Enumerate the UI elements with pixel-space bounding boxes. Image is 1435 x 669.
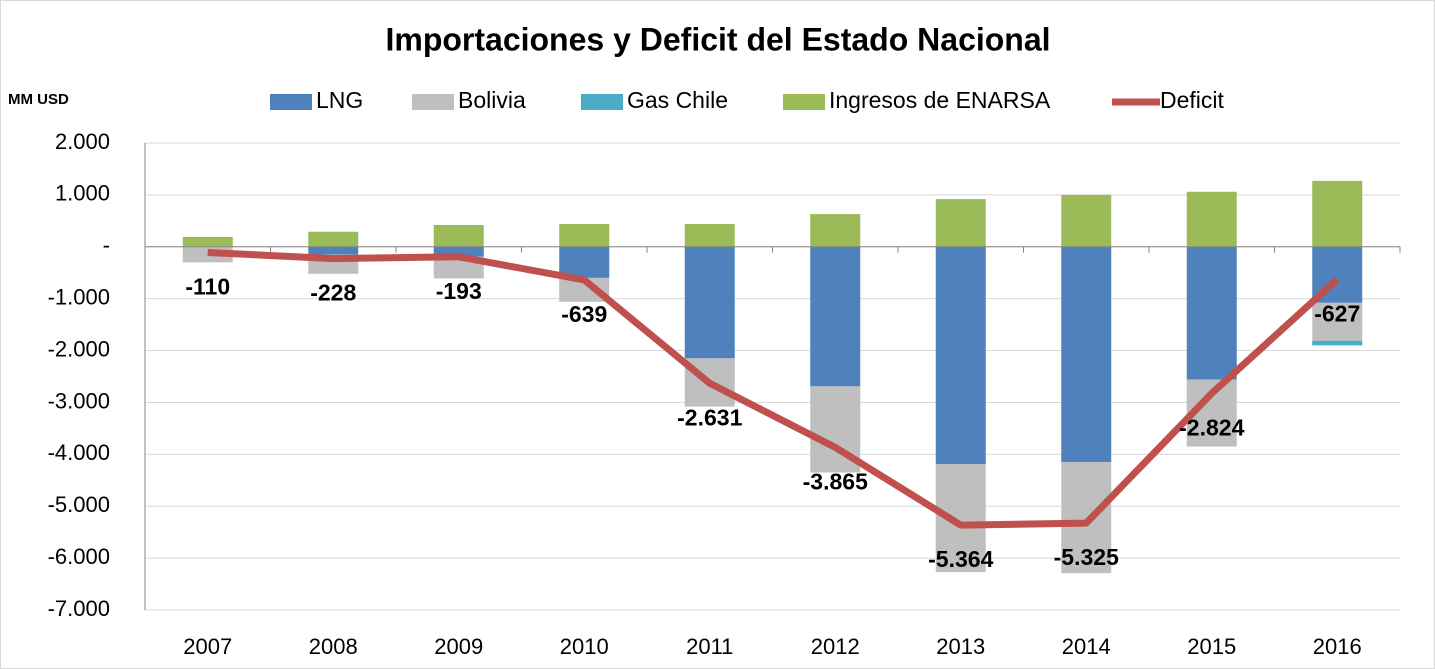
bar	[1061, 246, 1112, 463]
legend-label: Gas Chile	[627, 87, 728, 113]
bar	[935, 199, 986, 247]
legend-label: Deficit	[1160, 87, 1225, 113]
y-tick-label: -4.000	[48, 440, 110, 465]
x-tick-label: 2013	[936, 634, 985, 659]
bar	[433, 224, 484, 247]
x-tick-label: 2008	[309, 634, 358, 659]
x-tick-label: 2012	[811, 634, 860, 659]
bar	[308, 246, 359, 255]
bar	[935, 246, 986, 465]
bar	[810, 214, 861, 247]
data-label: -3.865	[803, 468, 868, 494]
legend-swatch	[270, 94, 312, 110]
bar	[1061, 462, 1112, 574]
x-tick-label: 2011	[686, 634, 733, 659]
bar	[559, 223, 610, 247]
y-tick-label: -	[103, 233, 110, 258]
bar	[182, 236, 233, 247]
data-label: -193	[436, 278, 482, 304]
data-label: -5.325	[1054, 544, 1119, 570]
bar	[1312, 302, 1363, 341]
x-tick-label: 2014	[1062, 634, 1111, 659]
legend-label: Bolivia	[458, 87, 526, 113]
x-tick-label: 2007	[183, 634, 232, 659]
bar	[433, 246, 484, 257]
data-label: -627	[1314, 300, 1360, 326]
legend-label: Ingresos de ENARSA	[829, 87, 1051, 113]
legend-label: LNG	[316, 87, 363, 113]
y-tick-label: -7.000	[48, 596, 110, 621]
y-tick-label: -5.000	[48, 492, 110, 517]
y-axis-unit: MM USD	[8, 91, 69, 108]
data-label: -2.824	[1179, 414, 1244, 440]
y-tick-label: -2.000	[48, 336, 110, 361]
y-tick-label: 2.000	[55, 129, 110, 154]
data-label: -639	[561, 301, 607, 327]
legend-swatch	[783, 94, 825, 110]
x-tick-label: 2009	[434, 634, 483, 659]
bar	[559, 277, 610, 302]
data-label: -5.364	[928, 546, 993, 572]
chart-title: Importaciones y Deficit del Estado Nacio…	[385, 21, 1050, 57]
y-tick-label: -1.000	[48, 284, 110, 309]
data-label: -228	[310, 280, 356, 306]
x-tick-label: 2016	[1313, 634, 1362, 659]
bar	[1061, 194, 1112, 247]
x-tick-label: 2010	[560, 634, 609, 659]
x-tick-label: 2015	[1187, 634, 1236, 659]
legend-swatch	[412, 94, 454, 110]
bar	[1312, 180, 1363, 247]
bar	[1186, 191, 1237, 247]
bar	[308, 231, 359, 247]
bar	[810, 246, 861, 387]
line	[207, 248, 1340, 529]
legend-swatch	[581, 94, 623, 110]
y-tick-label: 1.000	[55, 181, 110, 206]
y-tick-label: -3.000	[48, 388, 110, 413]
bar	[684, 246, 735, 359]
bar	[684, 223, 735, 247]
bar	[1186, 246, 1237, 380]
bar	[559, 246, 610, 278]
data-label: -110	[185, 274, 230, 300]
data-label: -2.631	[677, 404, 742, 430]
y-tick-label: -6.000	[48, 544, 110, 569]
bar	[1312, 340, 1363, 346]
